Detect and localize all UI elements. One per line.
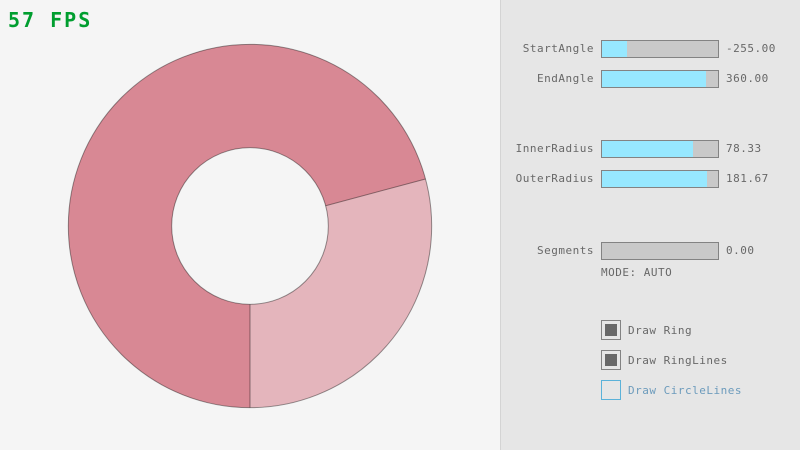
slider-row-inner-radius: InnerRadius 78.33 [501, 140, 800, 158]
ring-inner-line [171, 147, 329, 305]
segments-mode-text: MODE: AUTO [601, 266, 673, 279]
checkbox-row-draw-ring: Draw Ring [601, 320, 692, 340]
slider-row-start-angle: StartAngle -255.00 [501, 40, 800, 58]
inner-radius-value: 78.33 [726, 142, 762, 155]
outer-radius-value: 181.67 [726, 172, 769, 185]
draw-ringlines-checkbox[interactable] [601, 350, 621, 370]
ring-canvas [67, 43, 433, 409]
end-angle-slider[interactable] [601, 70, 719, 88]
draw-circlelines-label: Draw CircleLines [628, 383, 742, 397]
segments-value: 0.00 [726, 244, 755, 257]
check-mark [605, 324, 617, 336]
draw-ringlines-label: Draw RingLines [628, 353, 728, 367]
outer-radius-slider-fill [602, 171, 708, 187]
checkbox-row-draw-ringlines: Draw RingLines [601, 350, 728, 370]
start-angle-slider[interactable] [601, 40, 719, 58]
inner-radius-label: InnerRadius [515, 142, 594, 155]
inner-radius-slider[interactable] [601, 140, 719, 158]
checkbox-row-draw-circlelines: Draw CircleLines [601, 380, 742, 400]
start-angle-value: -255.00 [726, 42, 776, 55]
segments-slider[interactable] [601, 242, 719, 260]
control-panel: StartAngle -255.00 EndAngle 360.00 Inner… [500, 0, 800, 450]
segments-label: Segments [537, 244, 594, 257]
end-angle-label: EndAngle [537, 72, 594, 85]
slider-row-outer-radius: OuterRadius 181.67 [501, 170, 800, 188]
ring-hole [171, 147, 329, 305]
draw-circlelines-checkbox[interactable] [601, 380, 621, 400]
inner-radius-slider-fill [602, 141, 693, 157]
outer-radius-slider[interactable] [601, 170, 719, 188]
ring-start-angle-line [325, 178, 426, 207]
end-angle-slider-fill [602, 71, 707, 87]
draw-ring-checkbox[interactable] [601, 320, 621, 340]
start-angle-label: StartAngle [522, 42, 594, 55]
start-angle-slider-fill [602, 41, 628, 57]
ring-outer-line [67, 43, 433, 409]
fps-counter: 57 FPS [8, 8, 93, 32]
end-angle-value: 360.00 [726, 72, 769, 85]
check-mark [605, 354, 617, 366]
slider-row-segments: Segments 0.00 [501, 242, 800, 260]
draw-ring-label: Draw Ring [628, 323, 693, 337]
outer-radius-label: OuterRadius [515, 172, 594, 185]
slider-row-end-angle: EndAngle 360.00 [501, 70, 800, 88]
